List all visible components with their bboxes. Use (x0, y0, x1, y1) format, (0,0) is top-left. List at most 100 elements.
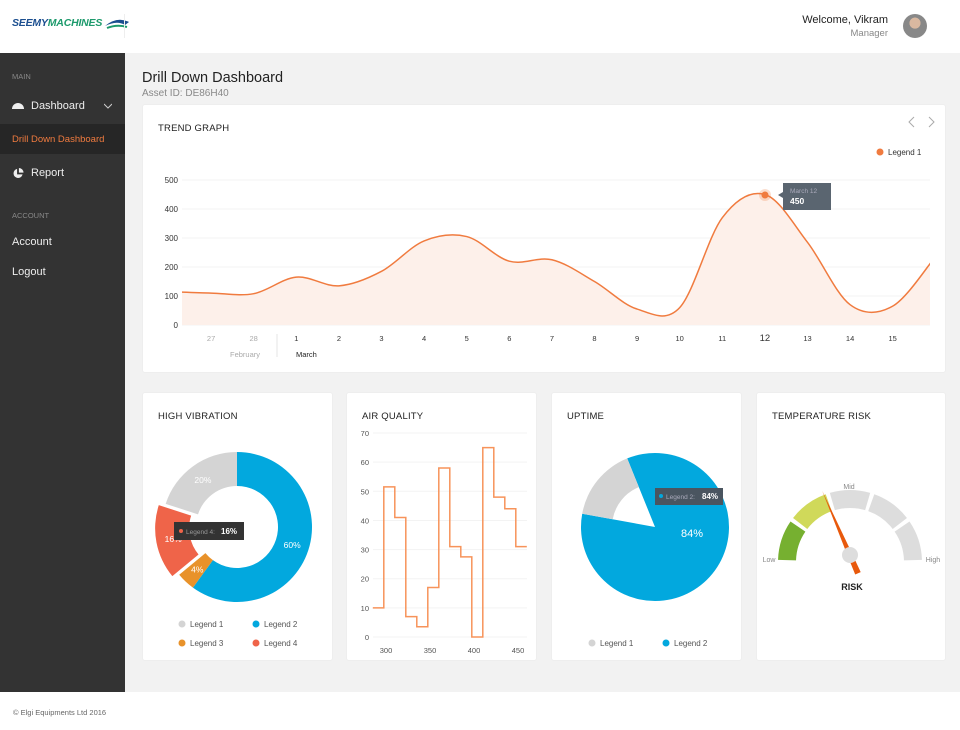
data-label: 60% (284, 540, 301, 550)
band-label: Mid (843, 484, 854, 491)
x-tick-label: 1 (294, 334, 298, 343)
card-title: UPTIME (567, 411, 605, 422)
x-tick-label: 8 (592, 334, 596, 343)
asset-id: Asset ID: DE86H40 (142, 88, 229, 99)
x-tick-label: 10 (676, 334, 684, 343)
y-tick-label: 50 (361, 487, 369, 496)
y-tick-label: 60 (361, 458, 369, 467)
donut-slice (165, 452, 237, 515)
x-tick-label: 2 (337, 334, 341, 343)
chevron-left-icon[interactable] (908, 116, 916, 128)
footer: © Elgi Equipments Ltd 2016 (0, 692, 960, 730)
chevron-right-icon[interactable] (928, 116, 936, 128)
legend-marker (252, 639, 260, 647)
user-info: Welcome, Vikram Manager (802, 14, 888, 39)
x-tick-label: 13 (803, 334, 811, 343)
data-label: 4% (191, 564, 204, 574)
donut-slice (192, 452, 312, 603)
tooltip (174, 522, 244, 540)
pie-slice (582, 458, 639, 520)
sidebar-item-label: Account (12, 236, 52, 248)
x-tick-label: 12 (760, 333, 771, 344)
band-label: Low (763, 557, 777, 564)
tooltip-marker (659, 494, 663, 498)
card-title: TREND GRAPH (158, 123, 230, 134)
x-tick-label: 9 (635, 334, 639, 343)
page-title: Drill Down Dashboard (142, 70, 284, 86)
x-tick-label: 450 (512, 646, 525, 655)
legend-label: Legend 2 (674, 639, 708, 648)
tooltip (655, 488, 723, 505)
legend-label: Legend 1 (190, 620, 224, 629)
tooltip-name: Legend 4: (186, 529, 215, 536)
x-tick-label: 3 (379, 334, 383, 343)
tooltip-date: March 12 (790, 188, 817, 195)
x-tick-label: 27 (207, 334, 215, 343)
band-label: High (926, 557, 941, 564)
sidebar-item-logout[interactable]: Logout (0, 257, 125, 287)
x-tick-label: 7 (550, 334, 554, 343)
avatar[interactable] (903, 14, 927, 38)
x-tick-label: 6 (507, 334, 511, 343)
tooltip-value: 84% (702, 492, 718, 501)
legend-marker (588, 639, 596, 647)
x-tick-label: 5 (465, 334, 469, 343)
series-line (182, 192, 930, 317)
x-tick-label: 350 (424, 646, 437, 655)
step-line (372, 446, 527, 638)
legend-marker (876, 148, 884, 156)
sidebar-item-dashboard[interactable]: Dashboard (0, 91, 125, 121)
chevron-down-icon (104, 103, 112, 109)
section-account: ACCOUNT (12, 211, 50, 220)
gauge-hub (842, 547, 858, 563)
tooltip-name: Legend 2: (666, 494, 695, 501)
legend-label: Legend 2 (264, 620, 298, 629)
gauge-label: RISK (841, 582, 863, 592)
y-tick-label: 0 (174, 321, 179, 330)
sidebar-item-account[interactable]: Account (0, 227, 125, 257)
series-area (182, 193, 930, 325)
tooltip (783, 183, 831, 210)
series-group (182, 192, 930, 325)
x-tick-label: 11 (718, 334, 726, 343)
y-tick-label: 200 (165, 263, 179, 272)
highlight-point (761, 191, 769, 199)
sidebar-item-label: Dashboard (31, 100, 85, 112)
logo-bird-icon (104, 19, 129, 29)
section-main: MAIN (12, 72, 31, 81)
tooltip-marker (179, 529, 183, 533)
x-tick-label: 15 (889, 334, 897, 343)
gauge-band (793, 494, 832, 529)
air-quality-card: AIR QUALITY (347, 393, 536, 660)
card-title: AIR QUALITY (362, 411, 424, 422)
y-tick-label: 10 (361, 604, 369, 613)
y-tick-label: 100 (165, 292, 179, 301)
donut-slice (179, 553, 213, 588)
gauge-band (868, 494, 907, 529)
gauge-band (778, 521, 806, 561)
logo[interactable]: SEEMYMACHINES (12, 16, 131, 30)
y-tick-label: 400 (165, 205, 179, 214)
tooltip-arrow (778, 192, 783, 198)
data-label: 16% (165, 534, 182, 544)
y-tick-label: 30 (361, 546, 369, 555)
month-label: March (296, 350, 317, 359)
x-tick-label: 14 (846, 334, 854, 343)
y-tick-label: 0 (365, 633, 369, 642)
gauge-band (829, 490, 871, 511)
card-title: TEMPERATURE RISK (772, 411, 872, 422)
data-label: 84% (681, 528, 703, 540)
x-tick-label: 400 (468, 646, 481, 655)
sidebar-item-drill-down-dashboard[interactable]: Drill Down Dashboard (0, 124, 125, 154)
sidebar-item-report[interactable]: Report (0, 158, 125, 188)
legend-marker (178, 639, 186, 647)
pie-chart-icon (13, 167, 24, 178)
y-tick-label: 70 (361, 429, 369, 438)
sidebar-item-label: Logout (12, 266, 46, 278)
sidebar-item-label: Drill Down Dashboard (12, 133, 105, 145)
legend-label: Legend 1 (888, 148, 922, 157)
tooltip-value: 16% (221, 527, 237, 536)
legend-marker (662, 639, 670, 647)
legend-marker (252, 620, 260, 628)
